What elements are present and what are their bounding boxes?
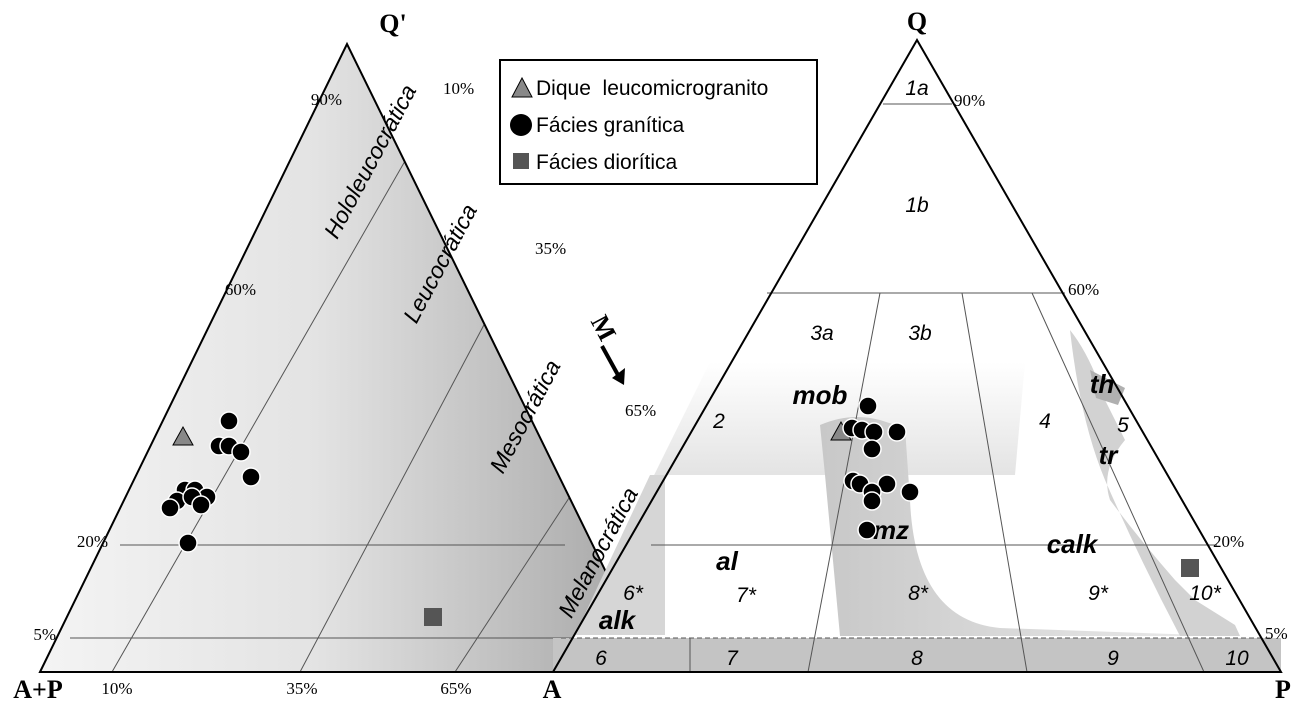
right-edge-tick-65: 65% xyxy=(625,401,656,420)
bottom-tick-10: 10% xyxy=(101,679,132,698)
legend: Dique leucomicrogranito Fácies granítica… xyxy=(499,59,818,185)
field-2: 2 xyxy=(712,410,725,433)
field-labels: 1a 1b 2 3a 3b 4 5 6* 7* 8* 9* 10* 6 7 8 … xyxy=(595,77,1249,670)
field-6: 6 xyxy=(595,647,607,670)
right-triangle-outline xyxy=(551,37,1283,673)
field-1b: 1b xyxy=(905,194,929,217)
field-7star: 7* xyxy=(736,584,757,607)
field-3b: 3b xyxy=(908,322,932,345)
m-arrow-icon xyxy=(600,345,625,385)
left-ternary: Q' A+P M 90% 60% 20% 5% 10% 35% 65% 10% … xyxy=(13,9,657,704)
right-tick-20: 20% xyxy=(1213,532,1244,551)
series-calk: calk xyxy=(1047,529,1099,559)
left-apex-m: M xyxy=(585,310,622,345)
legend-granitic-label: Fácies granítica xyxy=(536,114,685,137)
right-tick-60: 60% xyxy=(1068,280,1099,299)
bottom-tick-35: 35% xyxy=(286,679,317,698)
legend-square-icon xyxy=(513,153,529,169)
field-1a: 1a xyxy=(905,77,928,100)
right-tick-90: 90% xyxy=(954,91,985,110)
series-labels: mob th tr al alk mz calk xyxy=(599,369,1119,635)
field-3a: 3a xyxy=(810,322,833,345)
legend-dike-label: Dique leucomicrogranito xyxy=(536,77,768,100)
field-6star: 6* xyxy=(623,582,644,605)
right-edge-tick-10: 10% xyxy=(443,79,474,98)
series-mob: mob xyxy=(793,380,848,410)
legend-dioritic-label: Fácies diorítica xyxy=(536,151,678,174)
granitic-points xyxy=(160,411,261,553)
right-triangle-fill xyxy=(553,40,1281,672)
field-4: 4 xyxy=(1039,410,1051,433)
left-apex-ap: A+P xyxy=(13,675,63,704)
series-al: al xyxy=(716,546,738,576)
right-apex-a: A xyxy=(543,675,562,704)
left-apex-q: Q' xyxy=(379,9,406,38)
dioritic-square-point-right xyxy=(1181,559,1199,577)
left-triangle-fill xyxy=(40,44,655,672)
field-9: 9 xyxy=(1107,647,1119,670)
bottom-tick-65: 65% xyxy=(440,679,471,698)
field-5: 5 xyxy=(1117,414,1129,437)
dioritic-square-point xyxy=(424,608,442,626)
field-8: 8 xyxy=(911,647,923,670)
legend-box xyxy=(499,59,818,185)
dike-triangle-point xyxy=(172,425,194,446)
series-th: th xyxy=(1090,369,1115,399)
legend-circle-icon xyxy=(510,114,532,136)
field-8star: 8* xyxy=(908,582,929,605)
series-tr: tr xyxy=(1099,440,1120,470)
left-triangle-outline xyxy=(38,41,657,673)
left-tick-20: 20% xyxy=(77,532,108,551)
series-mz: mz xyxy=(873,515,909,545)
left-tick-90: 90% xyxy=(311,90,342,109)
right-apex-p: P xyxy=(1275,675,1291,704)
right-apex-q: Q xyxy=(907,7,927,36)
right-edge-tick-35: 35% xyxy=(535,239,566,258)
legend-triangle-icon xyxy=(511,76,533,98)
left-tick-60: 60% xyxy=(225,280,256,299)
left-data-points xyxy=(160,411,442,626)
field-10star: 10* xyxy=(1189,582,1221,605)
right-ternary: Q A P 90% 60% 20% 5% 1a 1b 2 3a 3b 4 5 6… xyxy=(543,7,1291,704)
field-7: 7 xyxy=(726,647,739,670)
right-tick-5: 5% xyxy=(1265,624,1288,643)
series-alk: alk xyxy=(599,605,637,635)
left-tick-5: 5% xyxy=(33,625,56,644)
granitic-points-right xyxy=(842,396,920,540)
field-9star: 9* xyxy=(1088,582,1109,605)
field-10: 10 xyxy=(1225,647,1249,670)
right-data-points xyxy=(830,396,1199,577)
